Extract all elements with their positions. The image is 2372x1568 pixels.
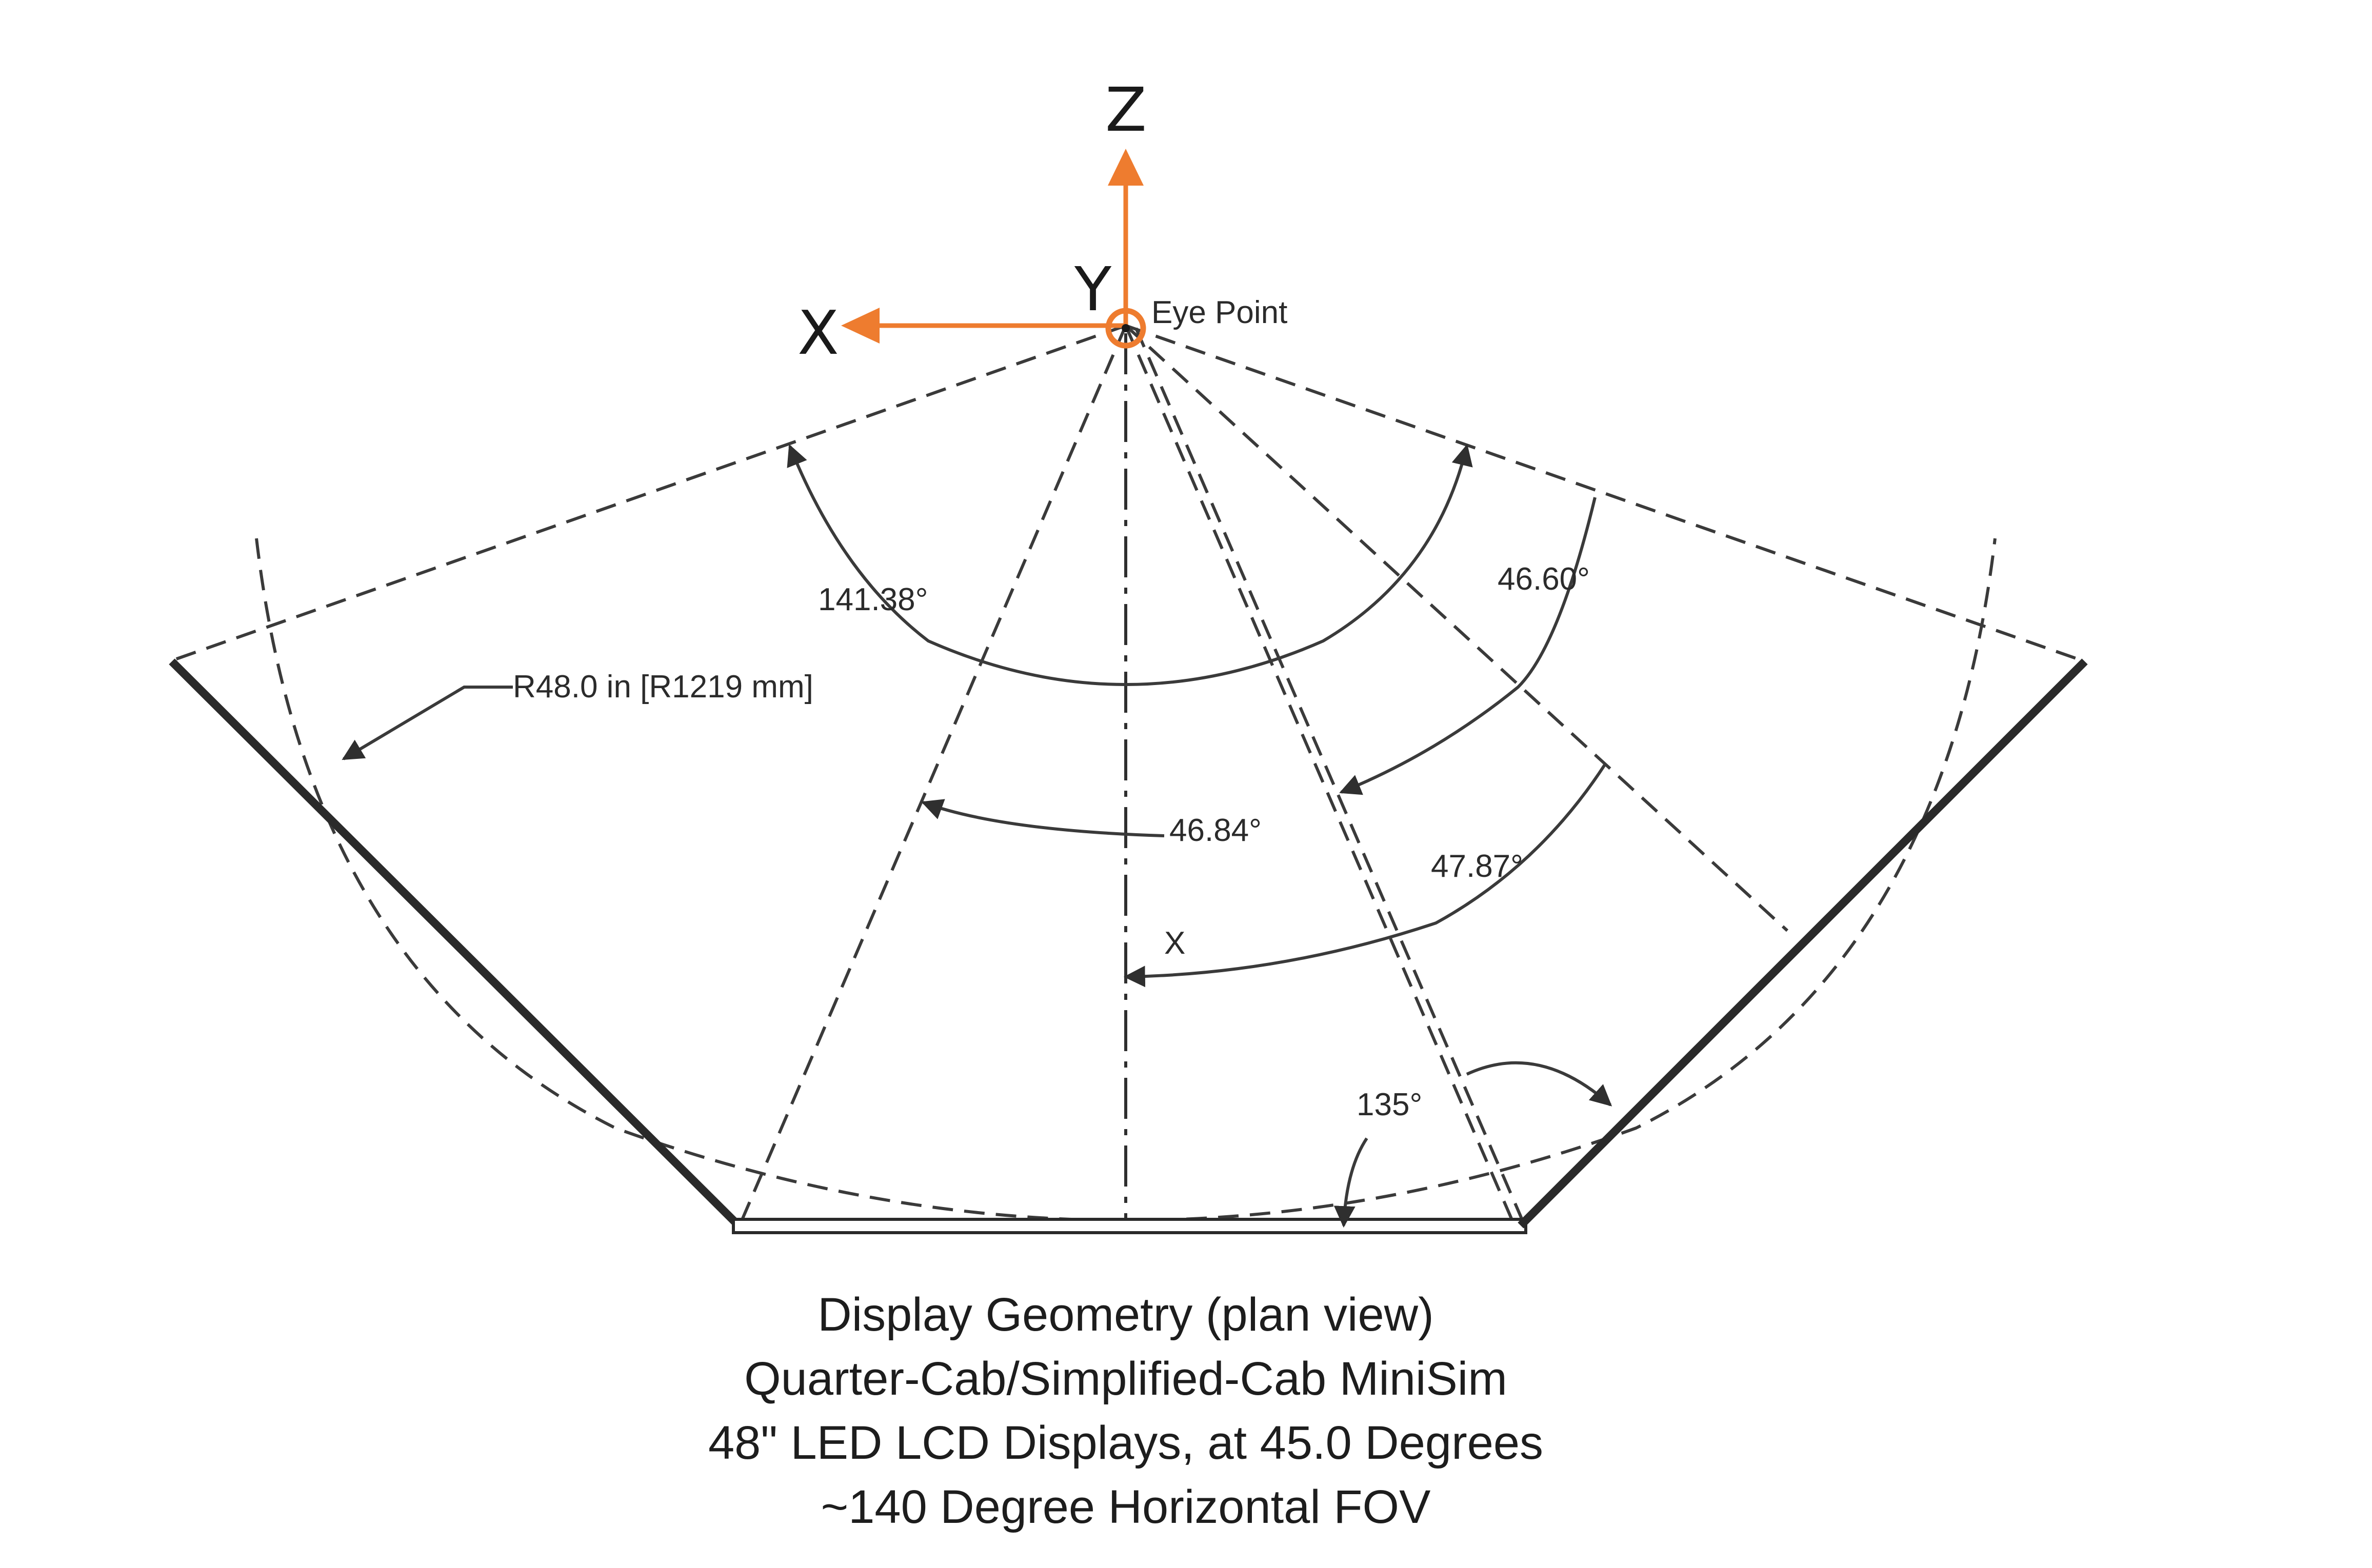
fov-rays xyxy=(169,324,2085,1229)
offset-dimension-arc xyxy=(1123,763,1607,988)
right-center-panel-ray-2 xyxy=(1134,327,1527,1229)
y-axis-label: Y xyxy=(1074,254,1112,325)
x-axis-label: X xyxy=(798,297,839,368)
right-fov-ray xyxy=(1125,324,2085,663)
left-center-panel-ray xyxy=(737,325,1127,1229)
z-axis-arrowhead xyxy=(1108,149,1144,186)
caption-line-4: ~140 Degree Horizontal FOV xyxy=(821,1481,1431,1533)
z-axis-label: Z xyxy=(1105,74,1147,145)
eye-point-dot xyxy=(1122,324,1130,332)
right-panel-mid-ray xyxy=(1124,324,1789,932)
caption: Display Geometry (plan view) Quarter-Cab… xyxy=(708,1289,1543,1533)
eye-point-label: Eye Point xyxy=(1151,295,1287,330)
right-span-dimension-arc xyxy=(1339,497,1597,795)
eye-point-icon xyxy=(1105,308,1146,349)
left-display-panel xyxy=(169,658,742,1229)
center-span-dimension-arc-left xyxy=(921,799,1165,837)
caption-line-3: 48" LED LCD Displays, at 45.0 Degrees xyxy=(708,1417,1543,1469)
panel-angle-label: 135° xyxy=(1357,1087,1422,1122)
offset-label: 47.87° xyxy=(1431,849,1523,884)
right-span-label: 46.60° xyxy=(1498,561,1590,597)
center-display-panel xyxy=(732,1218,1527,1234)
panel-angle-arc xyxy=(1344,1061,1610,1225)
caption-line-1: Display Geometry (plan view) xyxy=(818,1289,1433,1341)
display-panels xyxy=(169,658,2088,1234)
dimension-arcs xyxy=(342,444,1610,1225)
radius-leader xyxy=(342,686,513,760)
coordinate-axes xyxy=(841,149,1146,349)
center-span-label: 46.84° xyxy=(1169,813,1262,848)
x-marker-label: X xyxy=(1164,926,1185,961)
caption-line-2: Quarter-Cab/Simplified-Cab MiniSim xyxy=(744,1353,1507,1405)
radius-label: R48.0 in [R1219 mm] xyxy=(513,669,813,705)
right-display-panel xyxy=(1518,658,2088,1229)
x-axis-arrowhead xyxy=(841,308,880,344)
fov-dimension-arc xyxy=(787,444,1473,686)
right-center-panel-ray xyxy=(1124,325,1517,1229)
left-fov-ray xyxy=(169,324,1126,663)
fov-angle-label: 141.38° xyxy=(818,582,928,617)
